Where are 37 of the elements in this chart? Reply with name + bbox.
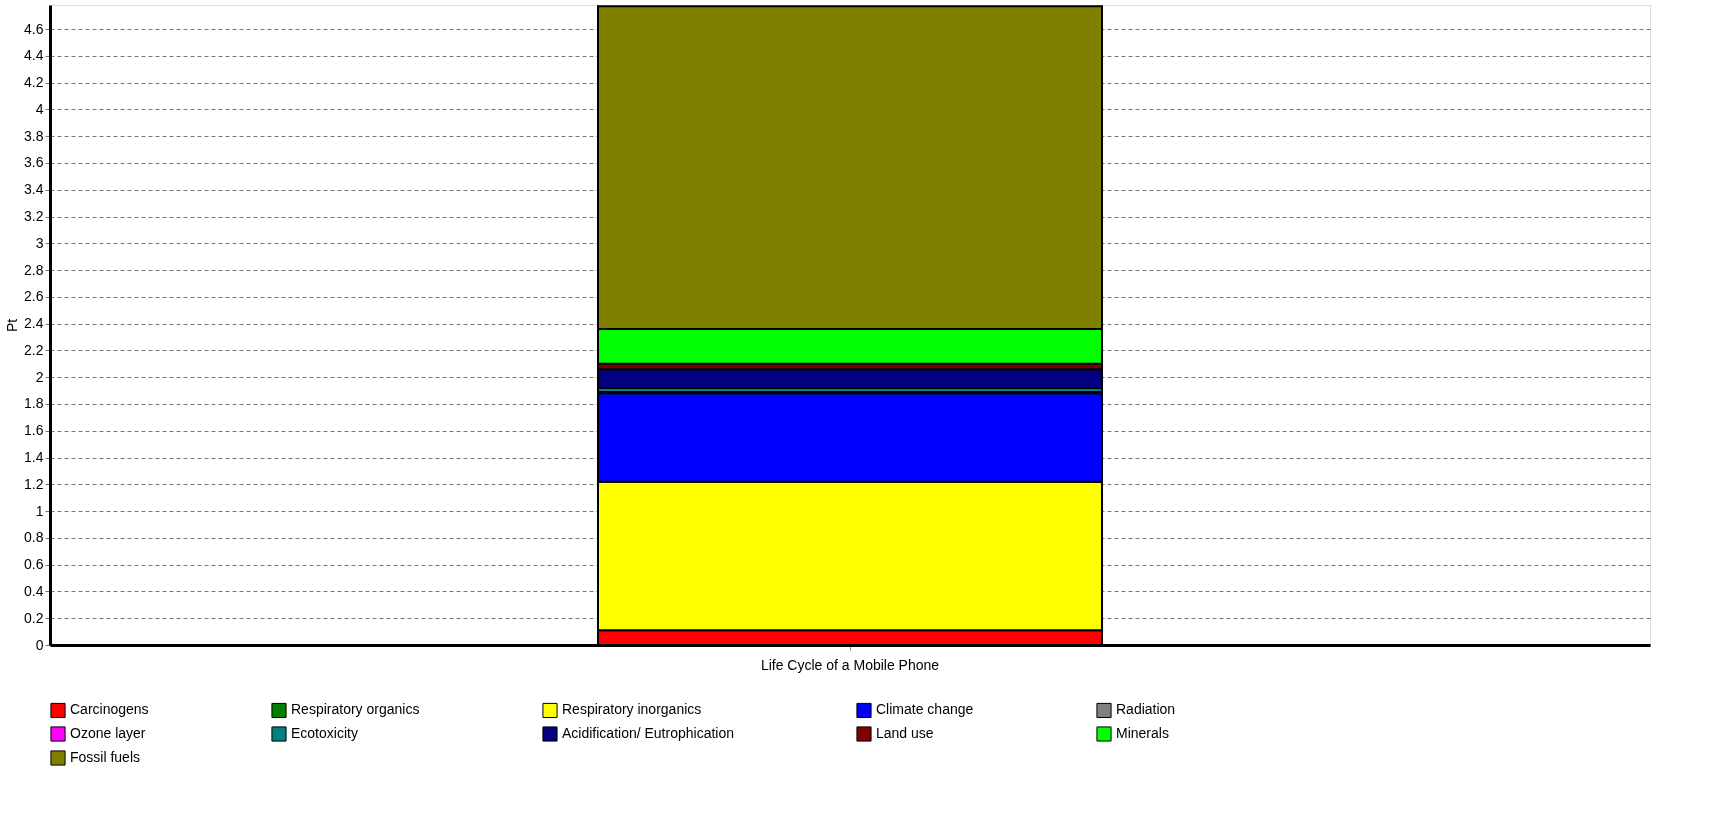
y-tick-label: 3.2 <box>24 208 44 225</box>
y-tick-label: 0.8 <box>24 529 44 546</box>
y-tick-label: 4 <box>35 100 44 117</box>
y-tick-label: 3.6 <box>24 154 44 171</box>
y-tick-label: 3.4 <box>24 181 44 198</box>
legend-label: Respiratory inorganics <box>562 701 702 718</box>
legend-label: Land use <box>876 725 934 741</box>
y-tick-label: 3.8 <box>24 127 44 144</box>
x-tick-label: Life Cycle of a Mobile Phone <box>760 656 940 673</box>
legend-label: Ecotoxicity <box>291 725 358 741</box>
y-tick-label: 4.2 <box>24 74 44 91</box>
y-tick-label: 2.8 <box>24 261 44 278</box>
legend-label: Minerals <box>1116 725 1169 741</box>
y-tick-label: 2.4 <box>24 315 44 332</box>
y-tick-label: 4.6 <box>24 20 44 37</box>
y-axis-title: Pt <box>4 318 21 333</box>
y-tick-label: 0.4 <box>24 582 44 599</box>
y-tick-label: 1.8 <box>24 395 44 412</box>
y-tick-label: 2 <box>35 368 44 385</box>
legend-label: Acidification/ Eutrophication <box>562 725 734 741</box>
y-tick-label: 1.4 <box>24 449 44 466</box>
y-tick-label: 0.2 <box>24 609 44 626</box>
y-tick-label: 2.6 <box>24 288 44 305</box>
y-tick-label: 3 <box>35 234 44 251</box>
y-tick-label: 4.4 <box>24 47 44 64</box>
legend-label: Fossil fuels <box>70 749 141 765</box>
legend-label: Carcinogens <box>70 701 149 718</box>
legend-label: Climate change <box>876 701 974 718</box>
legend-label: Ozone layer <box>70 725 146 741</box>
legend-label: Radiation <box>1116 701 1176 718</box>
y-tick-label: 2.2 <box>24 341 44 358</box>
y-tick-label: 0.6 <box>24 556 44 573</box>
y-tick-label: 1.6 <box>24 422 44 439</box>
y-tick-label: 0 <box>35 636 44 653</box>
y-tick-label: 1 <box>35 502 44 519</box>
legend-label: Respiratory organics <box>291 701 420 718</box>
y-tick-label: 1.2 <box>24 475 44 492</box>
